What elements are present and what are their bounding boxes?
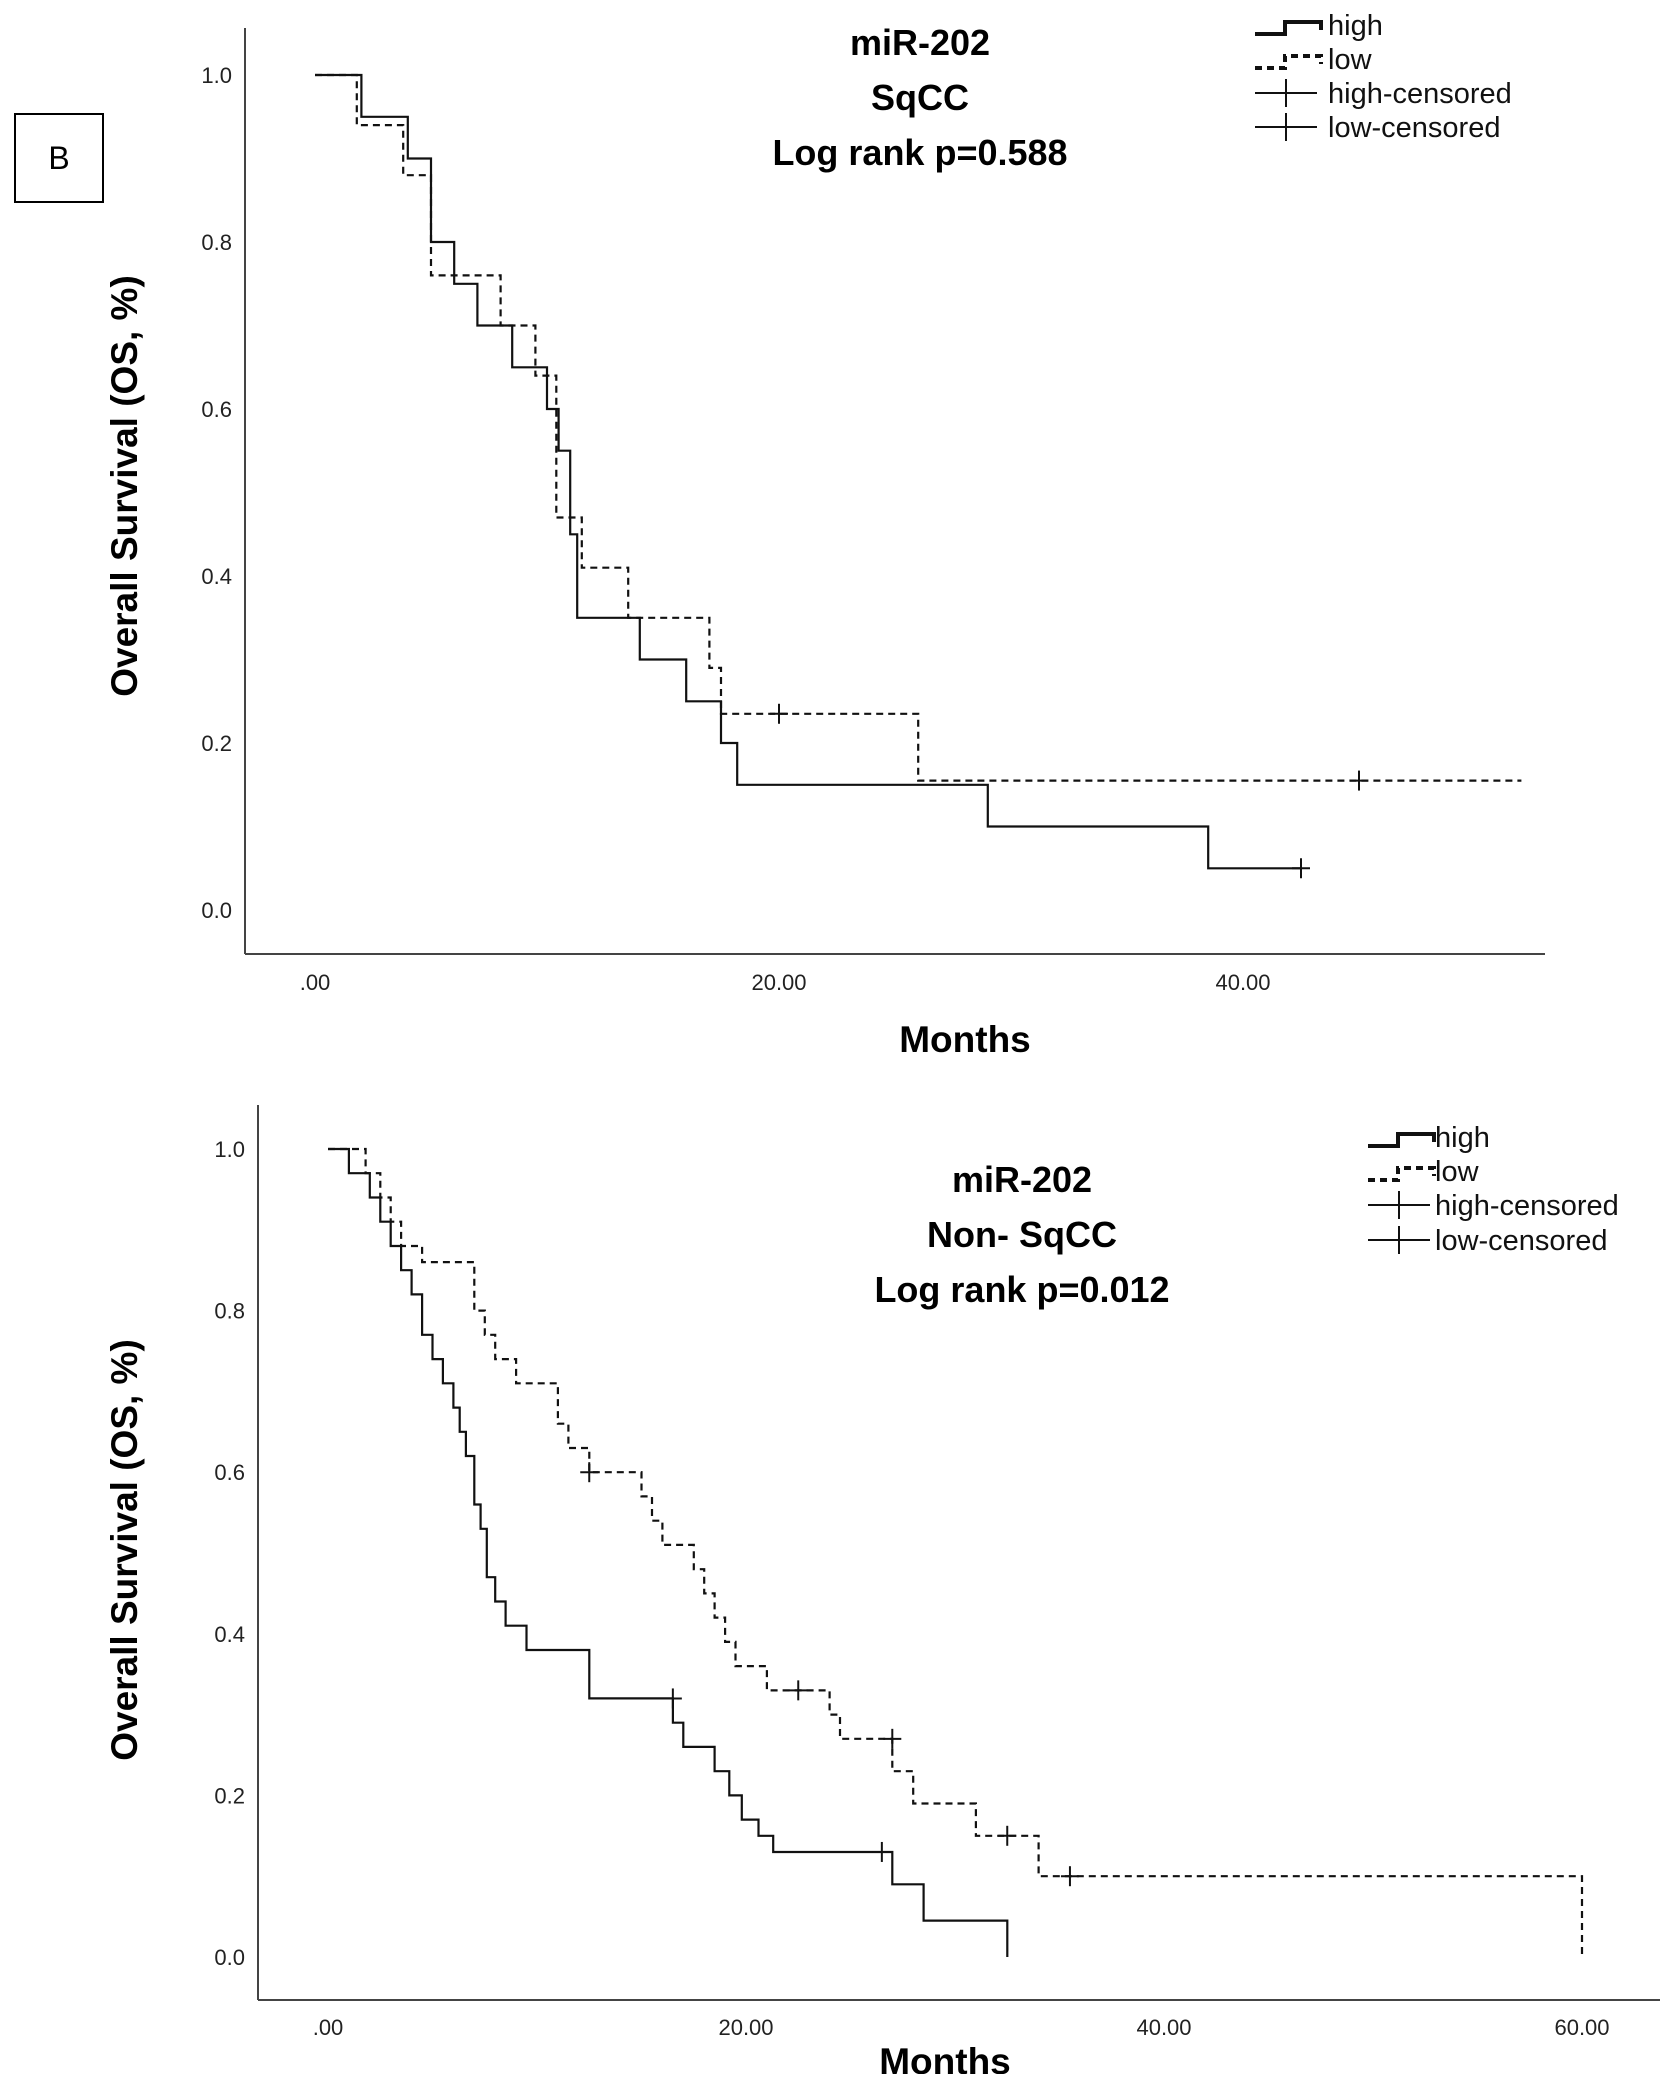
y-tick-label: 0.4 bbox=[214, 1622, 245, 1647]
x-axis-label: Months bbox=[879, 2041, 1011, 2074]
x-tick-label: .00 bbox=[313, 2015, 344, 2040]
legend-label-high: high bbox=[1435, 1122, 1490, 1154]
chart-sqcc: 0.0 0.2 0.4 0.6 0.8 1.0 .00 20.00 40.00 Months Ove… bbox=[104, 10, 1545, 1060]
x-tick-label: 20.00 bbox=[751, 970, 806, 995]
x-tick-label: 20.00 bbox=[718, 2015, 773, 2040]
chart-title-line: miR-202 bbox=[952, 1159, 1092, 1200]
chart-title-line: Log rank p=0.588 bbox=[772, 132, 1067, 173]
chart-title-line: Non- SqCC bbox=[927, 1214, 1117, 1255]
y-tick-label: 0.2 bbox=[214, 1783, 245, 1808]
y-tick-label: 0.8 bbox=[201, 230, 232, 255]
series-line-low bbox=[328, 1147, 1584, 1957]
y-tick-label: 0.8 bbox=[214, 1299, 245, 1324]
legend-label-low: low bbox=[1435, 1156, 1480, 1188]
chart-title-line: SqCC bbox=[871, 77, 969, 118]
legend-symbol-high bbox=[1255, 20, 1323, 36]
y-tick-label: 0.6 bbox=[214, 1460, 245, 1485]
panel-label: B bbox=[14, 113, 104, 203]
legend-label-low-censored: low-censored bbox=[1328, 112, 1500, 144]
chart-non-sqcc: 0.0 0.2 0.4 0.6 0.8 1.0 .00 20.00 40.00 60.00 Mont… bbox=[104, 1105, 1660, 2074]
series-line-high bbox=[328, 1147, 1009, 1957]
y-tick-label: 0.2 bbox=[201, 731, 232, 756]
legend-label-low: low bbox=[1328, 44, 1373, 76]
legend-label-high-censored: high-censored bbox=[1435, 1190, 1619, 1222]
y-tick-label: 0.0 bbox=[201, 898, 232, 923]
legend-symbol-low bbox=[1368, 1166, 1436, 1182]
y-tick-label: 0.4 bbox=[201, 564, 232, 589]
series-line-high bbox=[315, 73, 1301, 870]
x-tick-label: .00 bbox=[300, 970, 331, 995]
legend-symbol-high bbox=[1368, 1132, 1436, 1148]
y-tick-label: 1.0 bbox=[214, 1137, 245, 1162]
x-tick-label: 40.00 bbox=[1215, 970, 1270, 995]
series-line-low bbox=[315, 73, 1522, 782]
chart-title-line: miR-202 bbox=[850, 22, 990, 63]
x-axis-label: Months bbox=[899, 1019, 1031, 1060]
legend-label-high: high bbox=[1328, 10, 1383, 42]
chart-title-line: Log rank p=0.012 bbox=[874, 1269, 1169, 1310]
y-tick-label: 0.6 bbox=[201, 397, 232, 422]
legend-label-high-censored: high-censored bbox=[1328, 78, 1512, 110]
x-tick-label: 60.00 bbox=[1554, 2015, 1609, 2040]
y-tick-label: 1.0 bbox=[201, 63, 232, 88]
legend-symbol-low bbox=[1255, 54, 1323, 70]
y-tick-label: 0.0 bbox=[214, 1945, 245, 1970]
legend-label-low-censored: low-censored bbox=[1435, 1225, 1607, 1257]
y-axis-label: Overall Survival (OS, %) bbox=[104, 1339, 145, 1761]
x-tick-label: 40.00 bbox=[1136, 2015, 1191, 2040]
y-axis-label: Overall Survival (OS, %) bbox=[104, 275, 145, 697]
